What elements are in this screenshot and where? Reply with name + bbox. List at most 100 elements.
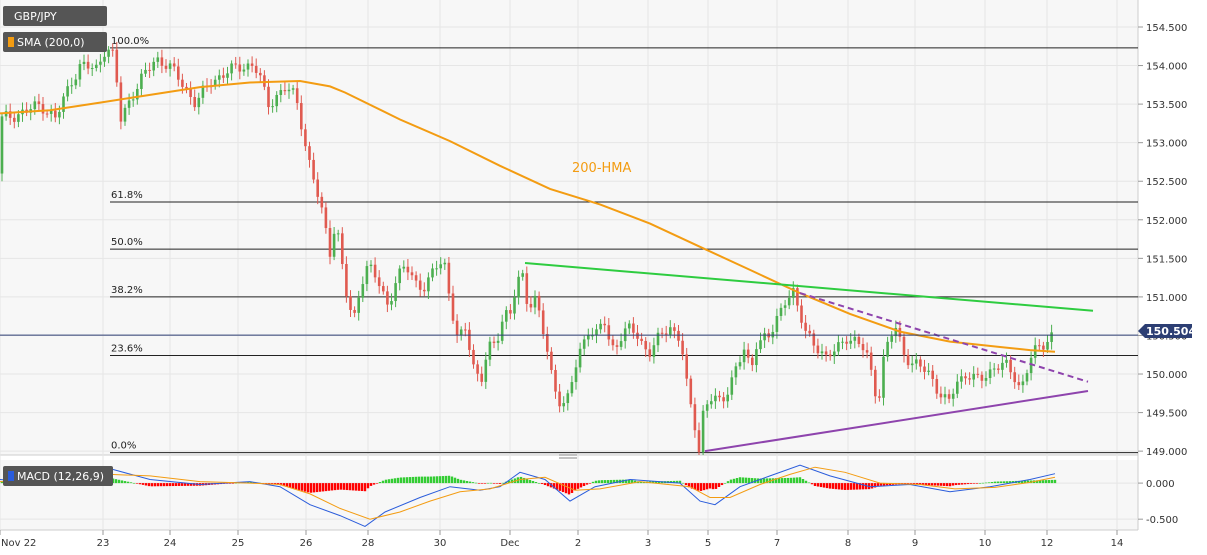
candle-body	[988, 369, 992, 378]
y-tick-label: 153.000	[1146, 139, 1187, 150]
macd-histogram-bar	[171, 483, 175, 487]
candle-body	[8, 111, 12, 118]
macd-histogram-bar	[1005, 481, 1009, 484]
candle-body	[763, 333, 766, 341]
macd-histogram-bar	[450, 476, 454, 484]
macd-histogram-bar	[825, 483, 829, 489]
macd-histogram-bar	[399, 477, 403, 484]
candle-body	[972, 373, 975, 380]
macd-histogram-bar	[300, 483, 304, 491]
sma-badge[interactable]: SMA (200,0)	[3, 32, 107, 52]
candle-body	[1025, 373, 1029, 382]
candle-body	[119, 82, 123, 122]
candle-body	[242, 69, 246, 72]
macd-histogram-bar	[756, 478, 760, 484]
candle-body	[607, 325, 611, 340]
macd-histogram-bar	[597, 480, 601, 484]
candle-body	[1013, 372, 1016, 383]
macd-histogram-bar	[1041, 480, 1045, 484]
macd-histogram-bar	[735, 478, 739, 484]
macd-histogram-bar	[969, 483, 973, 484]
fibonacci-levels: 100.0% 61.8% 50.0% 38.2% 23.6% 0.0%	[110, 36, 1138, 454]
macd-histogram-bar	[189, 483, 193, 486]
macd-histogram-bar	[1038, 480, 1042, 484]
candle-body	[882, 356, 885, 398]
candle-body	[841, 341, 844, 343]
candle-body	[759, 340, 762, 350]
macd-histogram-bar	[582, 483, 586, 487]
panel-splitter[interactable]	[559, 454, 577, 459]
macd-histogram-bar	[612, 479, 616, 484]
candle-body	[956, 381, 959, 394]
candle-body	[472, 349, 475, 365]
macd-histogram-bar	[498, 483, 502, 484]
candle-body	[312, 159, 315, 180]
macd-histogram-bar	[780, 478, 784, 484]
candle-body	[107, 49, 110, 57]
candle-body	[701, 410, 705, 453]
x-tick-label: Dec	[500, 538, 519, 549]
candle-body	[964, 376, 967, 379]
macd-histogram-bar	[438, 476, 442, 484]
candle-body	[398, 268, 401, 284]
candle-body	[968, 378, 971, 380]
candle-body	[172, 63, 176, 67]
candle-body	[660, 332, 664, 334]
candle-body	[906, 354, 910, 366]
candle-body	[443, 262, 447, 265]
candle-body	[1021, 381, 1025, 386]
macd-histogram-bar	[678, 480, 682, 484]
candle-body	[455, 320, 459, 336]
candle-body	[1001, 362, 1004, 370]
macd-histogram-bar	[507, 480, 511, 484]
macd-histogram-bar	[801, 479, 805, 484]
candle-body	[37, 101, 41, 105]
macd-histogram-bar	[378, 482, 382, 484]
macd-histogram-bar	[690, 483, 694, 489]
candle-body	[505, 310, 508, 322]
x-tick-label: 24	[164, 538, 177, 549]
macd-histogram-bar	[354, 483, 358, 491]
macd-histogram-bar	[837, 483, 841, 490]
price-panel-bg	[0, 0, 1138, 455]
candle-body	[652, 345, 656, 357]
macd-histogram-bar	[687, 483, 691, 488]
macd-line	[0, 464, 1056, 527]
candle-body	[792, 288, 795, 298]
macd-signal-line	[0, 466, 1056, 520]
macd-histogram-bar	[624, 479, 628, 484]
candle-body	[960, 376, 963, 382]
macd-histogram-bar	[279, 483, 283, 486]
symbol-badge[interactable]: GBP/JPY	[3, 6, 107, 26]
macd-badge[interactable]: MACD (12,26,9)	[3, 466, 113, 486]
macd-histogram-bar	[816, 483, 820, 487]
macd-histogram-bar	[996, 481, 1000, 484]
candle-body	[451, 293, 455, 321]
macd-histogram-bar	[192, 483, 196, 486]
candle-body	[361, 284, 365, 298]
candle-body	[480, 373, 483, 382]
candle-body	[673, 327, 676, 331]
macd-histogram-bar	[1050, 479, 1054, 484]
x-tick-label: 14	[1111, 538, 1124, 549]
candle-body	[164, 65, 168, 69]
candle-body	[828, 354, 832, 357]
y-tick-label: 152.500	[1146, 177, 1187, 188]
candle-body	[751, 357, 754, 366]
macd-histogram-bar	[888, 483, 892, 486]
macd-histogram-bar	[579, 483, 583, 488]
macd-histogram-bar	[762, 478, 766, 484]
candle-body	[316, 179, 319, 197]
x-tick-label: 12	[1041, 538, 1054, 549]
macd-histogram-bar	[396, 477, 400, 484]
macd-histogram-bar	[771, 478, 775, 484]
macd-histogram-bar	[747, 477, 751, 484]
candle-body	[714, 395, 717, 402]
macd-histogram-bar	[306, 483, 310, 493]
macd-histogram-bar	[531, 480, 535, 484]
trendlines	[524, 261, 1094, 453]
x-tick-label: 7	[774, 538, 780, 549]
macd-histogram-bar	[966, 483, 970, 485]
candle-body	[58, 111, 61, 118]
candle-body	[656, 332, 660, 346]
